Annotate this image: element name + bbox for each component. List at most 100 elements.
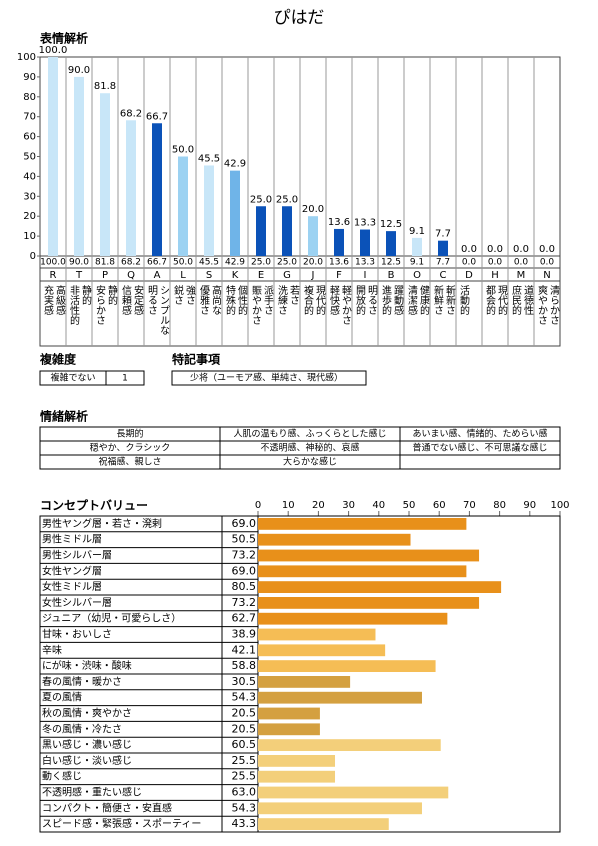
descriptor: 新鮮さ xyxy=(432,284,444,315)
descriptor: 充実感 xyxy=(42,284,54,315)
bar xyxy=(258,802,422,815)
x-tick-label: K xyxy=(232,270,239,281)
y-tick-label: 冬の風情・冷たさ xyxy=(42,722,122,735)
section-title: 特記事項 xyxy=(172,352,221,367)
descriptor: 個性的 xyxy=(236,284,248,316)
descriptor: 複合的 xyxy=(302,284,314,316)
x-tick-label: 0 xyxy=(255,500,261,511)
value-row-label: 0.0 xyxy=(462,258,477,268)
x-tick-label: R xyxy=(50,270,57,281)
value-label: 0.0 xyxy=(539,244,555,255)
value-label: 90.0 xyxy=(68,65,90,76)
value-row-label: 20.0 xyxy=(303,258,323,268)
bar xyxy=(258,549,480,562)
value-label: 68.2 xyxy=(120,108,142,119)
bar xyxy=(48,57,58,256)
y-tick-label: 60 xyxy=(23,132,36,143)
value-label: 100.0 xyxy=(39,45,68,56)
value-label: 73.2 xyxy=(232,596,257,609)
bar xyxy=(258,644,386,657)
descriptor: シンプルな xyxy=(158,285,170,335)
bar xyxy=(258,723,320,736)
y-tick-label: にが味・渋味・酸味 xyxy=(42,659,132,672)
descriptor: 道徳性 xyxy=(522,284,534,316)
cell-text: 長期的 xyxy=(116,428,143,440)
value-label: 0.0 xyxy=(461,244,477,255)
value-label: 30.5 xyxy=(232,675,257,688)
x-tick-label: 90 xyxy=(523,500,536,511)
descriptor: 明るさ xyxy=(146,285,158,315)
bar xyxy=(256,206,266,256)
descriptor: 明るさ xyxy=(366,285,378,315)
bar xyxy=(258,818,389,830)
y-tick-label: 100 xyxy=(17,52,36,63)
bar xyxy=(282,206,292,256)
value-label: 7.7 xyxy=(435,229,451,240)
cell-text: 祝福感、親しさ xyxy=(98,456,161,468)
y-tick-label: 80 xyxy=(23,92,36,103)
bar xyxy=(178,156,188,256)
bar xyxy=(360,229,370,256)
descriptor: 非活性的 xyxy=(68,285,80,326)
value-row-label: 50.0 xyxy=(173,258,193,268)
bar xyxy=(258,581,502,593)
bar xyxy=(308,216,318,256)
y-tick-label: 0 xyxy=(30,251,36,262)
descriptor: 軽やかさ xyxy=(340,285,352,325)
value-label: 50.5 xyxy=(232,533,257,546)
notes-text: 少将（ユーモア感、単純さ、現代感） xyxy=(190,372,343,384)
value-row-label: 25.0 xyxy=(277,258,297,268)
descriptor: 鋭さ xyxy=(172,284,184,305)
complexity-value: 1 xyxy=(122,374,128,384)
y-tick-label: 辛味 xyxy=(42,643,62,656)
x-tick-label: J xyxy=(311,270,315,281)
y-tick-label: 白い感じ・淡い感じ xyxy=(42,754,132,767)
x-tick-label: L xyxy=(180,270,186,281)
x-tick-label: E xyxy=(258,270,264,281)
value-row-label: 12.5 xyxy=(381,258,401,268)
bar xyxy=(438,240,448,256)
value-label: 12.5 xyxy=(380,219,402,230)
y-tick-label: 男性シルバー層 xyxy=(42,549,112,562)
x-tick-label: P xyxy=(102,270,108,281)
bar xyxy=(258,707,320,720)
bar xyxy=(258,612,448,625)
value-label: 13.6 xyxy=(328,217,350,228)
descriptor: 清潔感 xyxy=(406,284,418,315)
descriptor: 特殊的 xyxy=(224,285,236,316)
value-label: 9.1 xyxy=(409,226,425,237)
y-tick-label: 男性ミドル層 xyxy=(42,533,102,546)
value-label: 0.0 xyxy=(513,244,529,255)
y-tick-label: 70 xyxy=(23,112,36,123)
chart-title: コンセプトバリュー xyxy=(40,498,148,513)
value-row-label: 0.0 xyxy=(514,258,529,268)
cell-text: 大らかな感じ xyxy=(283,456,337,468)
value-row-label: 68.2 xyxy=(121,258,141,268)
value-row-label: 25.0 xyxy=(251,258,271,268)
value-row-label: 13.6 xyxy=(329,258,349,268)
value-row-label: 0.0 xyxy=(540,258,555,268)
bar xyxy=(126,120,136,256)
descriptor: 強さ xyxy=(184,284,196,305)
value-label: 43.3 xyxy=(232,817,257,830)
bar xyxy=(258,597,480,609)
descriptor: 清らかさ xyxy=(548,284,560,325)
bar xyxy=(152,123,162,256)
y-tick-label: コンパクト・簡便さ・安直感 xyxy=(42,801,172,814)
x-tick-label: N xyxy=(543,270,550,281)
descriptor: 高級感 xyxy=(54,284,66,315)
descriptor: 健康的 xyxy=(418,285,430,316)
bar xyxy=(258,676,351,688)
descriptor: 爽やかさ xyxy=(536,285,548,325)
y-tick-label: 夏の風情 xyxy=(42,691,82,704)
box xyxy=(171,370,367,386)
value-row-label: 100.0 xyxy=(40,258,66,268)
value-label: 62.7 xyxy=(232,612,257,625)
value-label: 42.9 xyxy=(224,159,246,170)
value-row-label: 45.5 xyxy=(199,258,219,268)
y-tick-label: 黒い感じ・濃い感じ xyxy=(42,738,132,751)
y-tick-label: 不透明感・重たい感じ xyxy=(42,786,142,799)
descriptor: 現代的 xyxy=(496,285,508,316)
page-title: ぴはだ xyxy=(274,8,325,28)
